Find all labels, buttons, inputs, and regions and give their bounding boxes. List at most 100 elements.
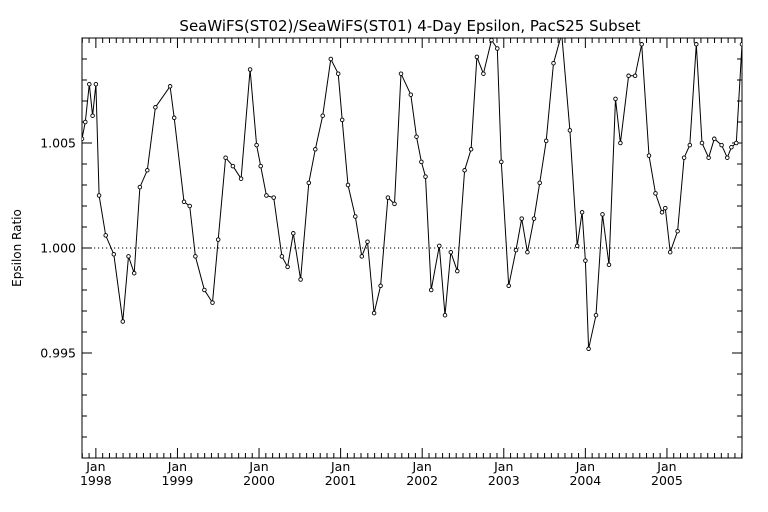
data-point [398,71,404,76]
y-axis-ticks: 0.995 1.000 1.005 [40,37,742,459]
data-point [543,138,549,144]
x-tick-month-label: Jan [330,459,350,474]
data-point [519,216,524,221]
data-point [567,128,573,133]
chart-title: SeaWiFS(ST02)/SeaWiFS(ST01) 4-Day Epsilo… [179,17,640,35]
data-point [551,60,556,66]
data-point [378,283,383,289]
data-point [499,159,504,165]
data-point [264,193,269,198]
x-tick-year-label: 2001 [325,473,357,488]
data-point [586,346,591,352]
data-point [606,262,612,268]
x-tick-year-label: 1998 [80,473,112,488]
data-point [339,117,345,123]
data-point [215,237,221,242]
data-point [455,268,460,274]
data-point [468,147,474,152]
y-tick-label: 0.995 [40,346,76,361]
data-point [96,193,102,198]
data-point [414,134,419,139]
data-point [667,249,673,255]
data-point [285,264,290,270]
data-point [646,153,652,158]
data-point [653,191,658,196]
data-point [474,54,480,60]
data-point [153,105,158,110]
x-axis-ticks: Jan1998Jan1999Jan2000Jan2001Jan2002Jan20… [80,38,743,488]
y-tick-label: 1.005 [40,136,76,151]
data-point [202,287,207,293]
data-point [313,147,318,152]
data-point [271,195,276,200]
data-point [210,300,215,305]
data-point [719,142,724,148]
x-tick-month-label: Jan [412,459,432,474]
data-point [187,203,192,209]
data-point [111,252,117,257]
data-point [291,231,296,236]
data-point [729,144,734,150]
data-point [448,249,454,255]
data-point [385,195,391,200]
data-point [537,180,542,186]
data-point [675,228,680,234]
data-point [462,168,467,173]
data-point [279,254,285,259]
data-point [525,249,530,255]
data-point [712,136,717,142]
data-point [181,199,187,205]
data-point [419,159,424,165]
y-axis-label: Epsilon Ratio [10,209,24,287]
data-point [734,140,739,146]
data-point [739,42,742,47]
data-point [481,71,486,76]
data-point [513,247,519,253]
x-tick-month-label: Jan [493,459,513,474]
data-point [359,254,365,259]
series-markers [82,38,742,352]
data-point [167,84,173,89]
data-point [126,254,131,259]
data-point [639,42,644,47]
data-point [120,319,126,324]
data-point [103,233,108,238]
data-point [663,205,668,211]
x-tick-year-label: 1999 [162,473,194,488]
data-point [613,96,618,102]
data-point [579,210,585,215]
data-point [506,283,511,289]
data-point [489,38,494,43]
x-tick-month-label: Jan [167,459,187,474]
x-tick-month-label: Jan [656,459,676,474]
data-point [353,214,358,219]
data-point [632,73,638,79]
data-point [423,174,428,179]
x-tick-year-label: 2005 [651,473,683,488]
data-point [171,115,177,121]
x-tick-year-label: 2000 [243,473,275,488]
data-point [93,81,99,87]
data-point [699,140,705,146]
data-point [193,254,198,259]
data-point [659,210,665,215]
data-point [328,56,334,62]
data-point [223,155,228,160]
data-point [371,310,377,316]
series-line [82,38,742,349]
data-point [593,312,599,318]
data-point [90,113,95,118]
y-tick-label: 1.000 [40,241,76,256]
data-point [574,243,580,249]
data-point [247,67,253,72]
x-tick-month-label: Jan [575,459,595,474]
plot-area [82,38,742,352]
data-point [87,81,92,87]
data-point [428,287,434,293]
data-point [137,184,143,190]
x-tick-year-label: 2002 [406,473,438,488]
data-point [531,216,537,221]
data-point [82,136,85,142]
data-point [345,182,351,188]
data-point [618,140,623,146]
